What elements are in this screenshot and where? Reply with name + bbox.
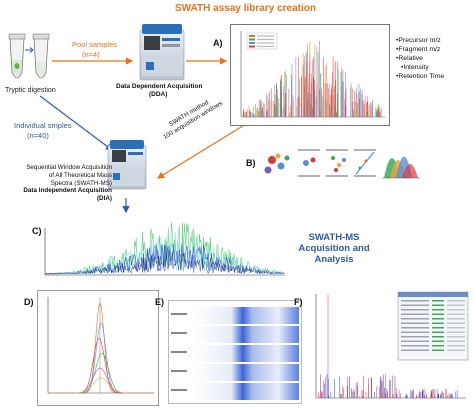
dia-line4: Data Independent Acquisition [23,187,112,195]
dda-label: Data Dependent Acquisition [116,83,203,90]
panel-e-heatmap [168,300,302,404]
individual-samples-label: Individual smples [14,121,72,130]
dia-line1: Sequential Window Acquisition [26,164,112,171]
swath-acq-line3: Analysis [314,254,354,265]
software-window [397,291,469,361]
panel-d-letter: D) [24,297,34,307]
bullet-intensity: Intensity [396,63,444,72]
panel-e-letter: E) [155,297,164,307]
chromatogram-trace [44,249,285,275]
pool-samples-label: Pool samples [72,40,118,49]
bullet-retention: Retention Time [396,72,444,81]
heatmap-row [195,326,299,343]
xic-trace [48,337,154,394]
swath-acquisition-title: SWATH-MS Acquisition and Analysis [289,232,379,265]
panel-c-letter: C) [32,226,42,236]
swath-acq-line1: SWATH-MS [308,232,360,243]
chromatogram-trace [45,222,285,275]
xic-trace [48,322,154,394]
xic-trace [48,377,154,394]
panel-a-spectrum [230,24,390,126]
heatmap-row [195,345,299,362]
dia-line2: of All Theoretical Mass [48,171,112,179]
spectrum-chart [240,31,385,118]
panel-d-xic [37,290,159,406]
xic-trace [48,302,154,394]
heatmap-chart [171,307,299,400]
pool-n-label: (n=4) [82,50,100,59]
xic-trace [48,367,154,394]
chromatogram-trace [45,231,285,275]
tryptic-digestion-label: Tryptic digestion [5,87,56,94]
bullet-relative: Relative [396,54,444,63]
panel-a-letter: A) [213,38,223,48]
page-title: SWATH assay library creation [175,3,316,14]
panel-b-letter: B) [246,158,256,168]
bullet-precursor: Precursor m/z [396,36,444,45]
xic-chart [47,297,154,394]
individual-n-label: (n=40) [27,131,49,140]
mass-spectrometer-icon [139,24,185,81]
dia-description: Sequential Window Acquisition of All The… [4,164,112,203]
bullet-fragment: Fragment m/z [396,45,444,54]
dia-line5: (DIA) [96,195,112,203]
heatmap-row [195,383,299,400]
heatmap-row [195,364,299,381]
panel-f-letter: F) [294,297,303,307]
xic-trace [48,352,154,394]
panel-a-bullets: Precursor m/z Fragment m/z Relative Inte… [396,36,444,81]
swath-acq-line2: Acquisition and [298,243,370,254]
dia-line3: Spectra (SWATH-MS) [50,179,112,187]
dda-abbrev: (DDA) [149,91,168,98]
panel-f-software [306,290,470,406]
software-screenshot [315,291,469,399]
heatmap-row [195,307,299,324]
